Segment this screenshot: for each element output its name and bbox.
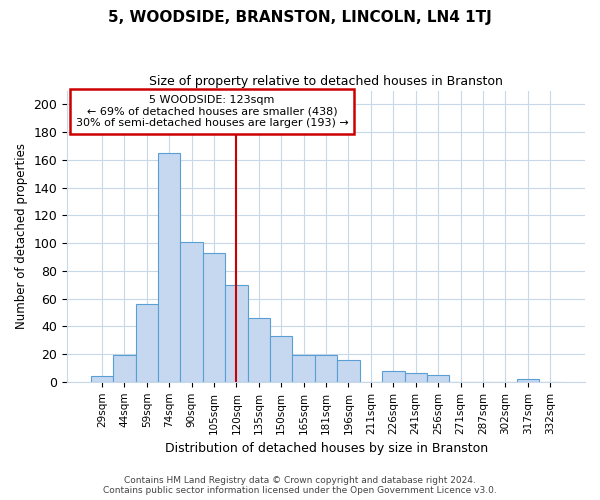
Title: Size of property relative to detached houses in Branston: Size of property relative to detached ho… xyxy=(149,75,503,88)
Bar xyxy=(517,379,539,382)
Text: 5 WOODSIDE: 123sqm
← 69% of detached houses are smaller (438)
30% of semi-detach: 5 WOODSIDE: 123sqm ← 69% of detached hou… xyxy=(76,95,349,128)
X-axis label: Distribution of detached houses by size in Branston: Distribution of detached houses by size … xyxy=(164,442,488,455)
Bar xyxy=(91,376,113,382)
Y-axis label: Number of detached properties: Number of detached properties xyxy=(15,143,28,329)
Bar xyxy=(404,374,427,382)
Bar xyxy=(203,253,225,382)
Bar xyxy=(270,336,292,382)
Bar xyxy=(315,356,337,382)
Bar xyxy=(248,318,270,382)
Bar xyxy=(158,153,181,382)
Text: 5, WOODSIDE, BRANSTON, LINCOLN, LN4 1TJ: 5, WOODSIDE, BRANSTON, LINCOLN, LN4 1TJ xyxy=(108,10,492,25)
Bar xyxy=(225,284,248,382)
Bar xyxy=(292,356,315,382)
Bar xyxy=(136,304,158,382)
Bar xyxy=(427,375,449,382)
Text: Contains HM Land Registry data © Crown copyright and database right 2024.
Contai: Contains HM Land Registry data © Crown c… xyxy=(103,476,497,495)
Bar xyxy=(382,370,404,382)
Bar xyxy=(181,242,203,382)
Bar xyxy=(337,360,360,382)
Bar xyxy=(113,356,136,382)
